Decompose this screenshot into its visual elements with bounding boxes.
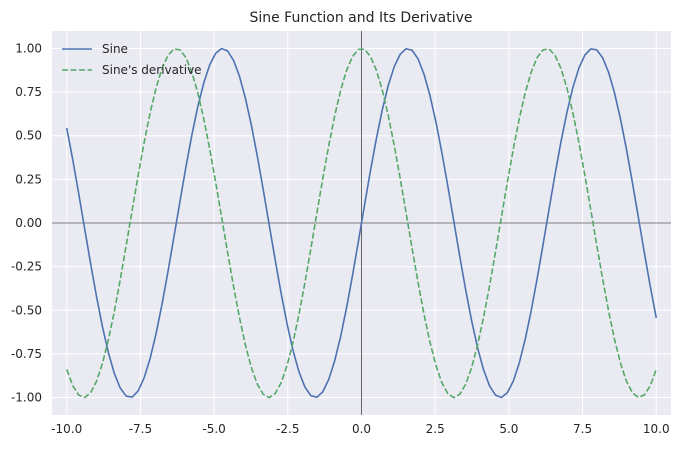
series-layer <box>65 47 658 399</box>
y-tick-label: 0.25 <box>15 172 42 186</box>
legend: Sine Sine's derivative <box>62 42 202 77</box>
y-tick-label: 0.50 <box>15 129 42 143</box>
x-tick-labels: -10.0 -7.5 -5.0 -2.5 0.0 2.5 5.0 7.5 10.0 <box>51 422 669 436</box>
legend-label-sine: Sine <box>102 42 128 56</box>
y-tick-label: 0.00 <box>15 216 42 230</box>
x-tick-label: 0.0 <box>352 422 371 436</box>
series-line-sine <box>65 47 658 399</box>
y-tick-label: -0.75 <box>11 347 42 361</box>
x-tick-label: -7.5 <box>129 422 152 436</box>
x-tick-label: 5.0 <box>499 422 518 436</box>
y-tick-label: 1.00 <box>15 41 42 55</box>
series-line-derivative <box>65 48 658 399</box>
x-tick-label: -5.0 <box>202 422 225 436</box>
chart-title: Sine Function and Its Derivative <box>249 10 472 26</box>
y-tick-label: 0.75 <box>15 85 42 99</box>
x-tick-label: 10.0 <box>643 422 670 436</box>
x-tick-label: -2.5 <box>276 422 299 436</box>
y-tick-label: -0.50 <box>11 303 42 317</box>
y-tick-labels: 1.00 0.75 0.50 0.25 0.00 -0.25 -0.50 -0.75 -1.00 <box>11 41 42 404</box>
legend-label-derivative: Sine's derivative <box>102 63 202 77</box>
x-tick-label: 2.5 <box>426 422 445 436</box>
y-tick-label: -1.00 <box>11 391 42 405</box>
x-tick-label: -10.0 <box>51 422 82 436</box>
y-tick-label: -0.25 <box>11 260 42 274</box>
x-tick-label: 7.5 <box>573 422 592 436</box>
